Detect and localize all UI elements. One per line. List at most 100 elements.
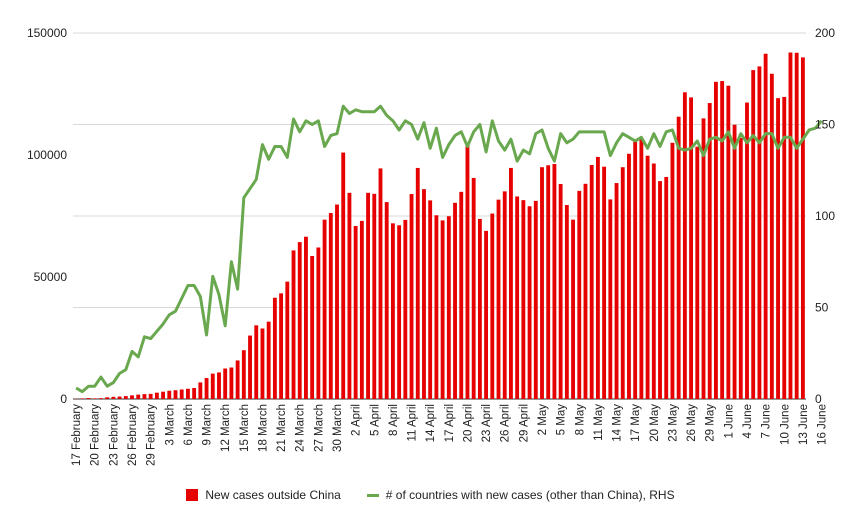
bar — [757, 66, 762, 399]
bar — [347, 192, 352, 399]
bar — [123, 396, 128, 399]
bar — [428, 200, 433, 399]
bar — [651, 163, 656, 399]
bar — [446, 216, 451, 399]
bar — [229, 367, 234, 399]
bar — [676, 116, 681, 399]
bar — [217, 372, 221, 399]
bar — [248, 335, 252, 399]
bar — [415, 167, 420, 399]
x-tick-label: 8 April — [388, 404, 400, 436]
x-tick-label: 11 April — [407, 404, 419, 442]
x-axis-ticks: 17 February 20 February 23 February 26 Febr… — [71, 404, 828, 466]
bar — [359, 220, 364, 399]
bar — [341, 152, 346, 399]
bar — [533, 200, 538, 399]
legend: New cases outside China # of countries w… — [0, 488, 861, 502]
bar — [695, 146, 700, 399]
bar — [353, 226, 358, 399]
bar — [664, 176, 669, 399]
bar — [645, 155, 650, 399]
bar — [86, 398, 91, 399]
legend-label-new-cases: New cases outside China — [205, 488, 341, 502]
x-tick-label: 23 May — [667, 404, 679, 442]
x-tick-label: 26 February — [127, 404, 139, 466]
bar — [477, 218, 482, 399]
x-tick-label: 2 May — [537, 404, 549, 436]
x-tick-label: 18 March — [257, 404, 269, 452]
x-tick-label: 9 March — [202, 404, 214, 446]
bar — [378, 168, 383, 399]
bar — [658, 181, 662, 399]
bar — [471, 177, 476, 399]
x-tick-label: 17 February — [71, 404, 83, 466]
bar — [540, 167, 544, 399]
x-tick-label: 16 June — [817, 404, 829, 445]
bar — [614, 183, 619, 399]
bar — [161, 391, 165, 399]
bar — [745, 102, 749, 399]
bar — [490, 213, 495, 399]
bar — [167, 390, 172, 399]
legend-item-new-cases: New cases outside China — [186, 488, 341, 502]
bar — [682, 92, 687, 400]
x-tick-label: 27 March — [313, 404, 325, 452]
bar — [701, 118, 706, 400]
bar — [794, 52, 799, 399]
bar — [372, 193, 377, 399]
bar — [136, 394, 141, 399]
bar — [714, 81, 718, 400]
bar — [707, 103, 712, 399]
x-tick-label: 4 June — [742, 404, 754, 439]
x-tick-label: 17 May — [630, 404, 642, 442]
bar — [577, 190, 582, 399]
y-right-tick-label: 150 — [815, 118, 835, 132]
bar — [335, 204, 339, 399]
bar — [552, 164, 557, 399]
bar — [179, 389, 184, 399]
bar — [732, 124, 737, 399]
bar — [235, 360, 240, 399]
bar — [453, 202, 457, 399]
bar — [763, 53, 768, 400]
x-tick-label: 29 April — [518, 404, 530, 442]
x-tick-label: 24 March — [295, 404, 307, 452]
bar — [608, 199, 613, 399]
bar — [465, 143, 470, 399]
bar — [409, 194, 414, 399]
bar — [192, 388, 197, 399]
bar — [670, 142, 675, 400]
legend-label-countries: # of countries with new cases (other tha… — [385, 488, 675, 502]
countries-line — [75, 104, 823, 394]
bar — [241, 350, 246, 399]
bar — [173, 390, 178, 399]
bar — [272, 297, 277, 399]
x-tick-label: 11 May — [593, 404, 605, 441]
bar — [776, 98, 780, 399]
bar — [627, 153, 631, 399]
bar — [726, 85, 731, 399]
x-tick-label: 6 March — [183, 404, 195, 446]
bar — [602, 166, 607, 399]
x-tick-label: 8 May — [574, 404, 586, 436]
bar — [422, 189, 426, 399]
bar — [322, 219, 327, 399]
legend-item-countries: # of countries with new cases (other tha… — [366, 488, 675, 502]
bar — [459, 191, 464, 399]
bar — [185, 388, 190, 399]
bar — [111, 396, 116, 399]
bar — [633, 139, 638, 399]
legend-swatch-line — [366, 489, 379, 501]
bar — [148, 393, 153, 399]
bar — [366, 192, 370, 399]
bar — [800, 57, 805, 400]
bar — [316, 247, 321, 399]
x-tick-label: 20 February — [90, 404, 102, 466]
bar — [434, 215, 439, 399]
bar — [291, 250, 296, 399]
x-tick-label: 3 March — [164, 404, 176, 446]
bar — [198, 382, 203, 399]
x-tick-label: 13 June — [798, 404, 810, 445]
x-tick-label: 10 June — [779, 404, 791, 445]
